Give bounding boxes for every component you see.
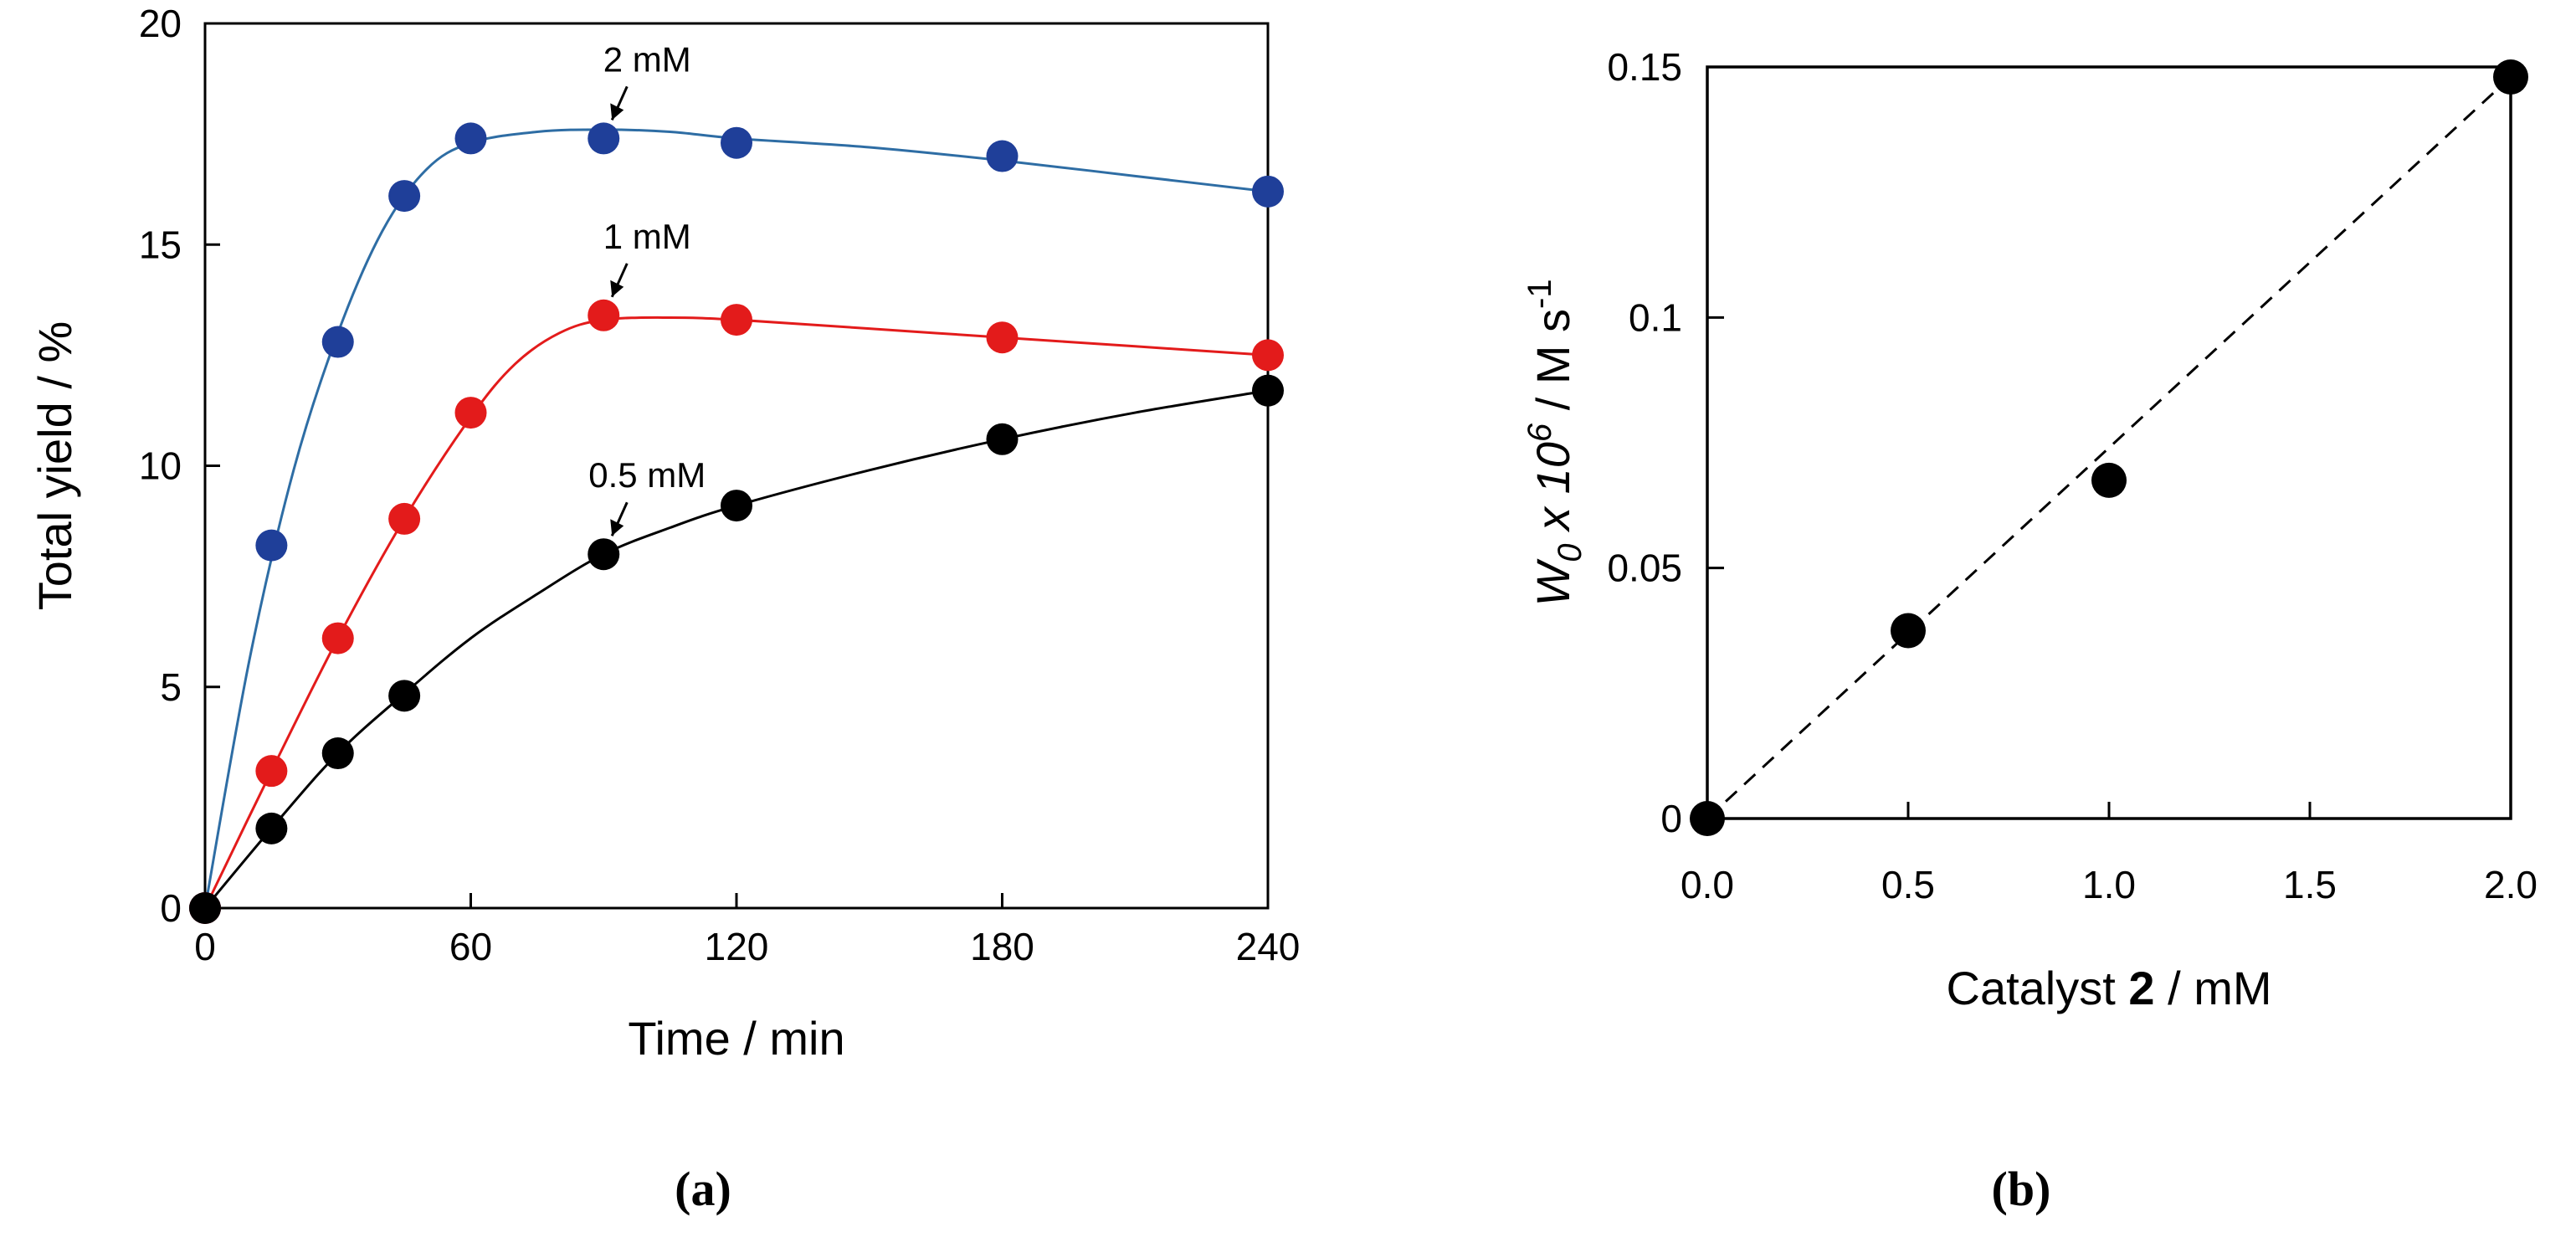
arrow-head: [610, 519, 624, 536]
x-tick-label-b: 1.5: [2283, 863, 2337, 906]
fit-line-b: [1706, 75, 2512, 820]
data-point: [2493, 59, 2528, 95]
data-point: [588, 122, 620, 155]
x-axis-title-a: Time / min: [628, 1012, 844, 1065]
data-point: [255, 529, 288, 562]
panel-label-b: (b): [1992, 1162, 2051, 1216]
x-tick-label-a: 180: [970, 925, 1034, 968]
fit-curve: [203, 316, 1269, 909]
data-point: [2091, 462, 2127, 498]
data-points-b: [1690, 59, 2528, 836]
data-point: [255, 755, 288, 788]
data-point: [255, 812, 288, 844]
data-point: [454, 122, 487, 155]
panel-label-a: (a): [675, 1162, 731, 1216]
annotation-label: 0.5 mM: [588, 455, 706, 495]
arrow-head: [610, 103, 624, 121]
annotation-label: 1 mM: [603, 217, 691, 256]
x-tick-label-b: 1.0: [2082, 863, 2136, 906]
x-tick-label-a: 120: [705, 925, 769, 968]
arrow-head: [610, 280, 624, 297]
x-axis-title-b: Catalyst 2 / mM: [1947, 962, 2272, 1014]
y-tick-label-b: 0.15: [1607, 45, 1682, 89]
y-tick-label-a: 20: [139, 2, 182, 45]
fit-curve: [203, 389, 1269, 909]
data-point: [388, 180, 421, 213]
y-tick-label-a: 10: [139, 444, 182, 488]
chart-panel-a: 0 60 120 180 240 0 5 10 15 20 2 mM 1 mM 0.5 mM Time…: [28, 2, 1300, 1216]
data-point: [321, 622, 354, 654]
y-tick-label-a: 0: [160, 886, 182, 930]
y-axis-title-b: W0 x 106 / M s-1: [1521, 279, 1588, 606]
y-axis-title-a: Total yield / %: [28, 321, 81, 611]
data-point: [721, 490, 752, 522]
axis-ticks-b: 0.0 0.5 1.0 1.5 2.0 0 0.05 0.1 0.15: [1607, 45, 2538, 906]
data-point: [388, 680, 421, 712]
data-point: [454, 397, 487, 429]
data-point: [588, 299, 620, 331]
data-point: [986, 423, 1019, 455]
y-tick-label-b: 0.05: [1607, 547, 1682, 590]
data-point: [986, 140, 1019, 172]
data-point: [388, 502, 421, 535]
data-point: [1252, 175, 1284, 208]
x-tick-label-a: 240: [1236, 925, 1301, 968]
x-tick-label-b: 0.5: [1881, 863, 1935, 906]
data-point: [588, 538, 620, 571]
data-point: [721, 126, 752, 159]
x-tick-label-a: 60: [449, 925, 492, 968]
data-point: [1252, 374, 1284, 407]
x-tick-label-b: 2.0: [2484, 863, 2538, 906]
y-tick-label-a: 5: [160, 665, 182, 709]
annotations-a: 2 mM 1 mM 0.5 mM: [588, 39, 706, 536]
x-tick-label-a: 0: [194, 925, 216, 968]
data-points-a: [189, 122, 1284, 924]
annotation-label: 2 mM: [603, 39, 691, 79]
chart-panel-b: 0.0 0.5 1.0 1.5 2.0 0 0.05 0.1 0.15 Catalyst 2 /…: [1521, 45, 2538, 1216]
data-point: [721, 304, 752, 336]
data-point: [321, 737, 354, 770]
data-point: [1690, 801, 1725, 836]
axis-ticks-a: 0 60 120 180 240 0 5 10 15 20: [139, 2, 1301, 968]
data-point: [189, 892, 221, 924]
y-tick-label-a: 15: [139, 223, 182, 266]
data-point: [986, 321, 1019, 354]
data-point: [1252, 339, 1284, 372]
y-tick-label-b: 0.1: [1629, 295, 1682, 339]
data-point: [1891, 613, 1926, 649]
x-tick-label-b: 0.0: [1681, 863, 1734, 906]
y-tick-label-b: 0: [1660, 797, 1682, 840]
data-point: [321, 326, 354, 358]
